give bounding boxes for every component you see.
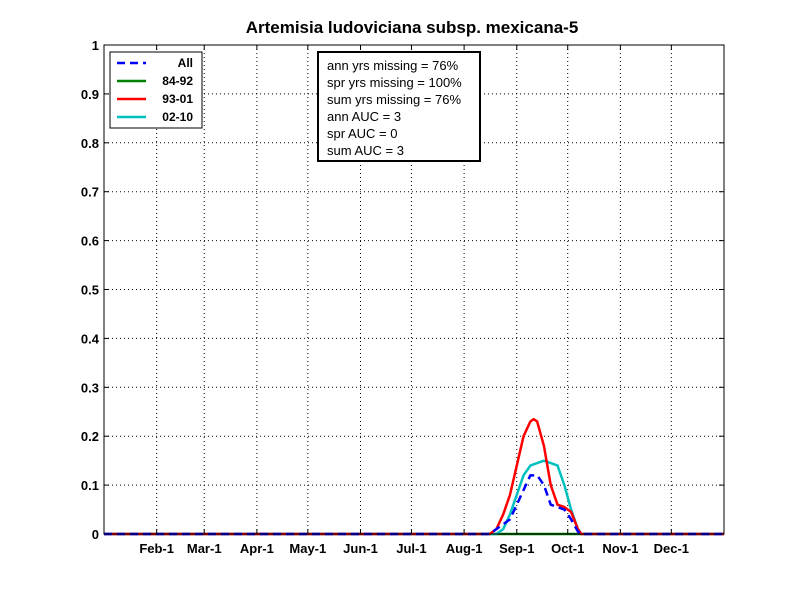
series-line-93-01 — [104, 417, 724, 536]
y-tick-label: 0.6 — [81, 234, 99, 249]
legend-label: All — [178, 56, 193, 70]
x-tick-label: Aug-1 — [446, 541, 483, 556]
legend-label: 02-10 — [162, 110, 193, 124]
y-tick-label: 0.3 — [81, 380, 99, 395]
legend-box — [109, 51, 203, 129]
stats-line: sum AUC = 3 — [327, 143, 404, 158]
x-tick-label: Nov-1 — [602, 541, 638, 556]
y-tick-label: 0.4 — [81, 331, 100, 346]
y-tick-labels: 0 0.1 0.2 0.3 0.4 0.5 0.6 0.7 0.8 0.9 1 — [81, 38, 100, 542]
y-tick-label: 1 — [92, 38, 99, 53]
y-tick-label: 0.9 — [81, 87, 99, 102]
stats-line: spr yrs missing = 100% — [327, 75, 462, 90]
stats-box-frame — [317, 51, 481, 162]
x-tick-label: Jun-1 — [343, 541, 378, 556]
chart-title: Artemisia ludoviciana subsp. mexicana-5 — [246, 18, 579, 37]
x-tick-label: Apr-1 — [240, 541, 274, 556]
y-tick-label: 0.1 — [81, 478, 99, 493]
stats-box: ann yrs missing = 76% spr yrs missing = 1… — [317, 51, 481, 162]
x-tick-labels: Feb-1 Mar-1 Apr-1 May-1 Jun-1 Jul-1 Aug-1 Sep-1… — [139, 541, 689, 556]
x-tick-label: Sep-1 — [499, 541, 534, 556]
grid — [104, 45, 724, 534]
y-tick-label: 0.8 — [81, 136, 99, 151]
legend-label: 93-01 — [162, 92, 193, 106]
y-tick-label: 0.7 — [81, 185, 99, 200]
stats-line: ann AUC = 3 — [327, 109, 401, 124]
x-tick-label: Oct-1 — [551, 541, 584, 556]
stats-line: ann yrs missing = 76% — [327, 58, 459, 73]
x-tick-label: Feb-1 — [139, 541, 174, 556]
y-tick-label: 0.5 — [81, 283, 99, 298]
ticks — [104, 44, 724, 535]
y-tick-label: 0.2 — [81, 429, 99, 444]
legend: All 84-92 93-01 02-10 — [109, 51, 203, 129]
x-tick-label: Dec-1 — [654, 541, 689, 556]
y-tick-label: 0 — [92, 527, 99, 542]
stats-line: spr AUC = 0 — [327, 126, 397, 141]
legend-label: 84-92 — [162, 74, 193, 88]
x-tick-label: May-1 — [289, 541, 326, 556]
stats-line: sum yrs missing = 76% — [327, 92, 461, 107]
x-tick-label: Mar-1 — [187, 541, 222, 556]
x-tick-label: Jul-1 — [396, 541, 426, 556]
